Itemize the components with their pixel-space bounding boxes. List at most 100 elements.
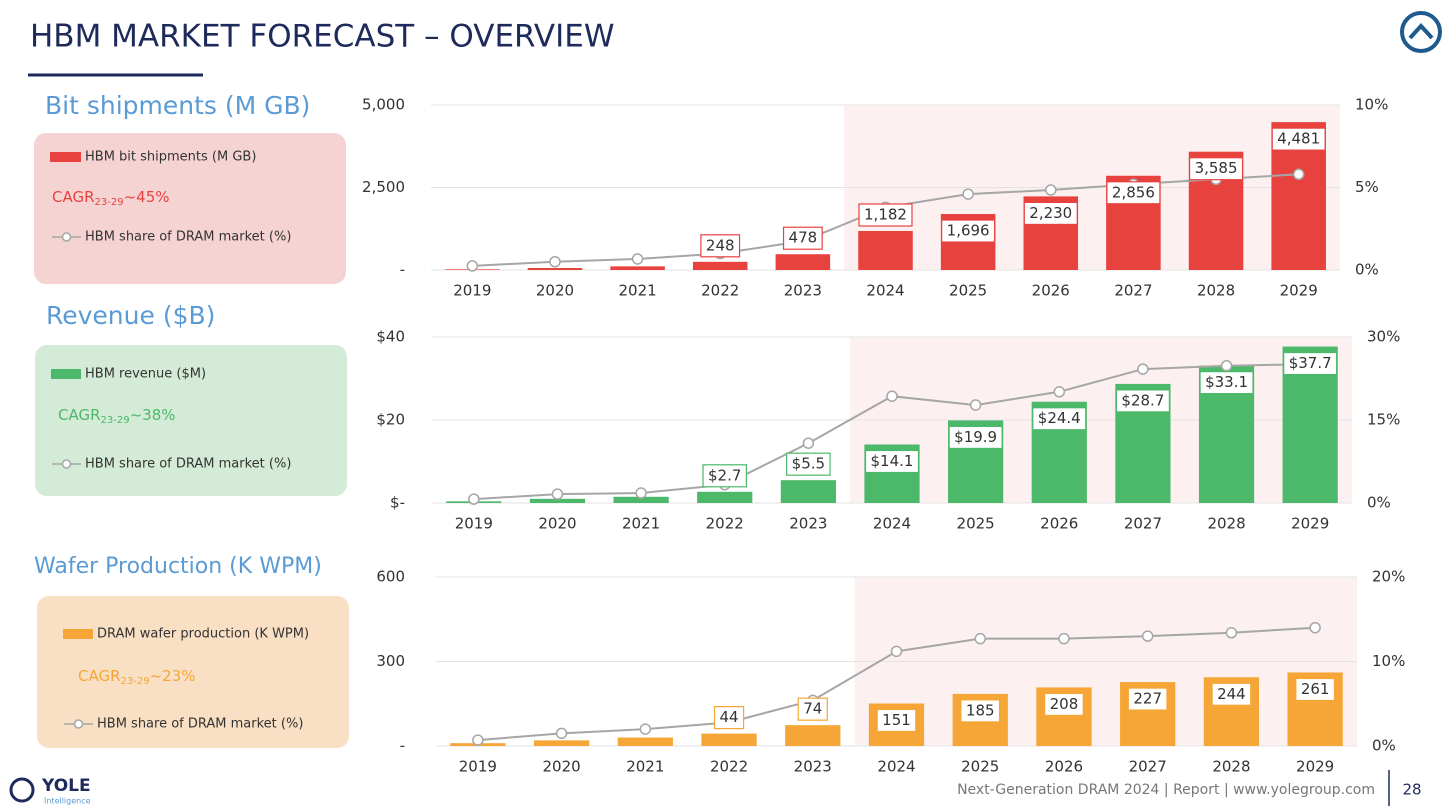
legend-label: HBM share of DRAM market (%) — [85, 457, 291, 472]
y-tick-label: 5,000 — [362, 96, 405, 114]
data-label-box — [700, 234, 741, 258]
data-label: 2,856 — [1112, 183, 1155, 201]
share-point — [472, 734, 484, 746]
y-tick-label: 2,500 — [362, 178, 405, 196]
data-label-box — [960, 699, 1001, 723]
y-tick-label: $- — [390, 494, 405, 512]
x-tick-label: 2026 — [1032, 282, 1070, 300]
share-point — [1058, 632, 1070, 645]
data-label-box — [1295, 677, 1336, 702]
x-tick-label: 2019 — [453, 282, 491, 300]
share-point — [466, 260, 479, 272]
bar — [780, 480, 836, 503]
data-label-box — [1023, 201, 1078, 226]
x-tick-label: 2029 — [1296, 758, 1334, 776]
x-tick-label: 2023 — [794, 758, 832, 776]
cagr-subscript: 23-29 — [121, 676, 150, 687]
bar — [617, 737, 673, 746]
data-label-box — [797, 697, 828, 721]
data-label-box — [1127, 687, 1168, 711]
x-tick-label: 2029 — [1280, 282, 1318, 300]
share-point — [802, 437, 815, 449]
x-tick-label: 2020 — [536, 282, 574, 300]
yole-logo: YOLE Intelligence — [9, 776, 91, 806]
cagr: CAGR23-29~45% — [52, 188, 170, 209]
slide-title: HBM MARKET FORECAST – OVERVIEW — [30, 19, 615, 55]
data-label-box — [782, 226, 823, 250]
panel-heading: Revenue ($B) — [46, 301, 215, 330]
y2-tick-label: 15% — [1367, 411, 1400, 429]
share-point — [631, 253, 644, 265]
cagr: CAGR23-29~38% — [58, 406, 176, 427]
x-tick-label: 2028 — [1207, 515, 1245, 533]
x-tick-label: 2022 — [706, 515, 744, 533]
data-label-box — [1283, 351, 1338, 376]
logo-icon — [1400, 11, 1442, 53]
x-tick-label: 2022 — [701, 282, 739, 300]
data-label-box — [1199, 371, 1254, 395]
data-label-box — [1188, 157, 1244, 181]
share-point — [468, 493, 480, 505]
data-label: $33.1 — [1205, 373, 1248, 391]
logo-subtitle: Intelligence — [44, 797, 91, 806]
data-label-box — [786, 452, 831, 476]
legend-swatch — [50, 152, 81, 162]
cagr-value: ~45% — [124, 188, 170, 206]
data-label-box — [1115, 389, 1170, 413]
data-label: $19.9 — [954, 428, 997, 446]
y-tick-label: - — [400, 737, 405, 755]
data-label-box — [1106, 181, 1161, 205]
x-tick-label: 2026 — [1045, 758, 1083, 776]
y2-tick-label: 30% — [1367, 328, 1400, 346]
data-label: 3,585 — [1195, 159, 1238, 177]
data-label: 227 — [1133, 690, 1162, 708]
logo-name: YOLE — [41, 776, 91, 796]
y2-tick-label: 0% — [1367, 494, 1391, 512]
legend-panel — [35, 345, 347, 496]
legend-swatch — [51, 369, 81, 379]
x-tick-label: 2025 — [957, 515, 995, 533]
share-point — [969, 399, 982, 411]
cagr-value: ~38% — [130, 406, 176, 424]
data-label: $2.7 — [708, 466, 741, 484]
x-tick-label: 2020 — [542, 758, 580, 776]
x-tick-label: 2020 — [538, 515, 576, 533]
data-label: 74 — [803, 700, 822, 718]
share-point — [549, 256, 561, 268]
legend-panel — [34, 133, 346, 284]
cagr-subscript: 23-29 — [101, 415, 130, 426]
y2-tick-label: 20% — [1372, 568, 1405, 586]
bar — [775, 254, 831, 270]
data-label: 44 — [719, 708, 738, 726]
legend-swatch — [63, 629, 93, 639]
data-label: 1,696 — [947, 222, 990, 240]
panel-heading: Wafer Production (K WPM) — [34, 554, 322, 579]
cagr-prefix: CAGR — [58, 406, 101, 424]
data-label: 4,481 — [1277, 130, 1320, 148]
y2-tick-label: 10% — [1372, 652, 1405, 670]
cagr-prefix: CAGR — [52, 188, 95, 206]
share-point — [1141, 630, 1154, 642]
x-tick-label: 2019 — [455, 515, 493, 533]
share-point — [886, 390, 898, 402]
data-label: 208 — [1050, 695, 1079, 713]
page-number: 28 — [1402, 781, 1421, 799]
data-label: 185 — [966, 701, 995, 719]
cagr: CAGR23-29~23% — [78, 667, 196, 688]
bar — [692, 261, 748, 270]
legend-label: DRAM wafer production (K WPM) — [97, 627, 309, 642]
x-tick-label: 2028 — [1197, 282, 1235, 300]
y2-tick-label: 0% — [1355, 261, 1379, 279]
share-point — [1053, 386, 1066, 398]
x-tick-label: 2021 — [618, 282, 656, 300]
x-tick-label: 2025 — [961, 758, 999, 776]
data-label: $5.5 — [792, 455, 825, 473]
data-label: $37.7 — [1289, 354, 1332, 372]
legend-marker — [73, 719, 84, 729]
legend-label: HBM share of DRAM market (%) — [97, 717, 303, 732]
y-tick-label: 600 — [376, 568, 405, 586]
share-point — [555, 727, 568, 740]
cagr-prefix: CAGR — [78, 667, 121, 685]
legend-label: HBM share of DRAM market (%) — [85, 230, 291, 245]
share-point — [551, 488, 564, 500]
